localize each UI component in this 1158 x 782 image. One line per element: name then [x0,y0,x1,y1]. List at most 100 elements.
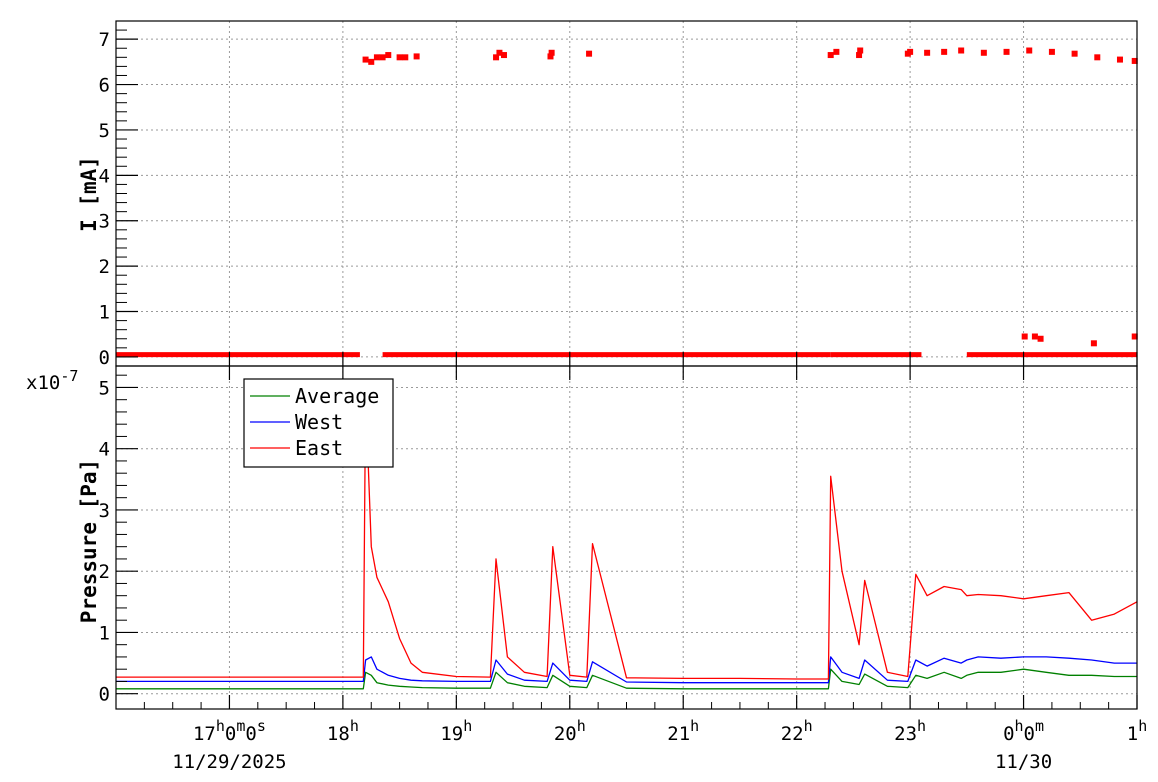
current-point [396,54,403,61]
legend-label-average: Average [295,384,379,408]
current-point [1031,333,1038,340]
x-tick-unit: s [257,717,266,735]
x-tick-label: 17h0m0s [193,717,266,745]
current-y-tick-label: 5 [99,120,110,142]
pressure-exponent-label: x10-7 [26,367,78,394]
current-y-tick-label: 0 [99,347,110,369]
x-tick-hours: 22 [781,723,804,745]
current-y-tick-label: 6 [99,75,110,97]
current-y-tick-label: 3 [99,211,110,233]
exponent-power: -7 [60,367,78,385]
current-y-axis: 0 1 2 3 4 5 6 7 [99,20,138,369]
x-tick-hours: 23 [894,723,917,745]
x-tick-label: 20h [554,717,586,745]
x-tick-unit: h [577,717,586,735]
pressure-y-tick-label: 3 [99,500,110,522]
x-date-label: 11/29/2025 [172,751,286,773]
pressure-y-tick-label: 1 [99,622,110,644]
pressure-y-tick-label: 5 [99,377,110,399]
x-tick-label: 23h [894,717,926,745]
current-point [827,52,834,59]
current-point [368,58,375,65]
pressure-y-axis: 0 1 2 3 4 5 [99,374,138,706]
current-point [958,47,965,54]
current-point [362,56,369,63]
x-tick-label: 0h0m [1003,717,1044,745]
current-point [1071,50,1078,57]
current-panel-frame [115,20,1138,367]
x-tick-hours: 17 [193,723,216,745]
x-tick-unit: h [463,717,472,735]
current-point [980,49,987,56]
current-point [1026,47,1033,54]
x-tick-hours: 0 [1003,723,1014,745]
current-panel-grid [116,21,1137,366]
x-tick-label: 21h [667,717,699,745]
current-point [1094,54,1101,61]
current-y-tick-label: 1 [99,302,110,324]
legend-label-east: East [295,436,343,460]
x-tick-label: 1h [1127,717,1147,745]
current-point [413,53,420,60]
x-tick-hours: 21 [667,723,690,745]
x-tick-unit: h [804,717,813,735]
current-point [1048,48,1055,55]
current-point [500,52,507,59]
current-y-tick-label: 4 [99,165,110,187]
x-tick-label: 18h [327,717,359,745]
current-point [907,48,914,55]
exponent-base: x10 [26,372,60,394]
current-y-tick-label: 7 [99,29,110,51]
current-point [924,49,931,56]
series-line-average [116,668,1137,690]
pressure-y-tick-label: 2 [99,561,110,583]
pressure-y-axis-title: Pressure [Pa] [77,459,101,623]
current-point [1131,333,1138,340]
current-point [1131,57,1138,64]
x-tick-seconds: 0 [245,723,256,745]
x-axis: 17h0m0s 18h 19h 20h 21h 22h 23h 0h0m 1h11/29/202… [143,352,1147,773]
current-data-points [116,47,1138,358]
current-point [548,49,555,56]
x-date-label: 11/30 [995,751,1052,773]
legend-label-west: West [295,410,343,434]
x-tick-unit: h [1015,717,1024,735]
x-tick-hours: 20 [554,723,577,745]
legend-box [243,378,394,468]
current-y-tick-label: 2 [99,256,110,278]
current-point [833,48,840,55]
x-tick-hours: 19 [440,723,463,745]
current-point [857,47,864,54]
series-line-west [116,656,1137,684]
current-point [496,49,503,56]
x-tick-hours: 18 [327,723,350,745]
x-tick-label: 22h [781,717,813,745]
current-point [1116,56,1123,63]
current-point [379,54,386,61]
current-point [385,52,392,59]
x-tick-unit: h [216,717,225,735]
current-point [493,54,500,61]
current-point [373,54,380,61]
current-point [1037,335,1044,342]
x-tick-unit: m [1035,717,1044,735]
current-point [1003,48,1010,55]
x-tick-label: 19h [440,717,472,745]
current-point [586,50,593,57]
current-point [547,53,554,60]
x-tick-unit: h [350,717,359,735]
series-line-east [116,392,1138,680]
pressure-data-lines [116,392,1138,690]
current-point [856,52,863,59]
current-y-axis-title: I [mA] [77,156,101,232]
x-tick-unit: h [917,717,926,735]
x-tick-unit: h [690,717,699,735]
current-point [941,48,948,55]
x-tick-minutes: 0 [225,723,236,745]
current-point [402,54,409,61]
x-tick-unit: h [1138,717,1147,735]
current-point [1021,333,1028,340]
pressure-y-tick-label: 4 [99,439,110,461]
